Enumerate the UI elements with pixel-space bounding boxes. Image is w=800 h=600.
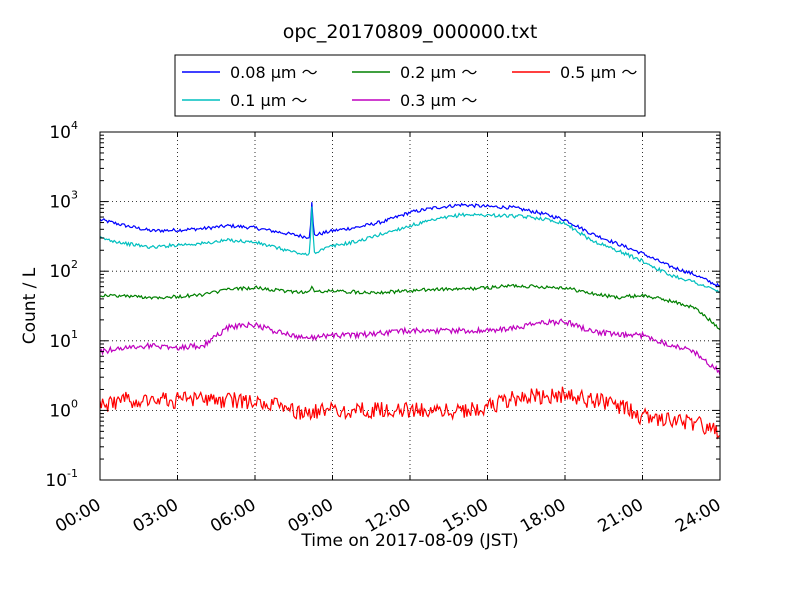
y-tick-label: 103 [49, 189, 78, 213]
ticks [99, 131, 721, 481]
grid [100, 132, 720, 480]
series-line [99, 318, 721, 376]
y-tick-base: 10 [49, 332, 71, 352]
y-tick-exponent: 2 [71, 258, 78, 271]
y-tick-base: 10 [49, 262, 71, 282]
y-tick-base: 10 [49, 193, 71, 213]
y-tick-label: 102 [49, 258, 78, 282]
x-tick-label: 18:00 [517, 495, 569, 537]
x-tick-label: 24:00 [672, 495, 724, 537]
x-tick-label: 03:00 [130, 495, 182, 537]
x-axis-label: Time on 2017-08-09 (JST) [300, 531, 518, 551]
x-tick-label: 21:00 [595, 495, 647, 537]
y-tick-label: 104 [49, 119, 78, 143]
chart-title: opc_20170809_000000.txt [283, 21, 538, 43]
y-tick-label: 101 [49, 328, 78, 352]
legend-label: 0.5 μm ～ [560, 63, 637, 82]
x-tick-label: 00:00 [52, 495, 104, 537]
legend-label: 0.3 μm ～ [400, 91, 477, 110]
y-tick-label: 100 [49, 397, 78, 421]
legend-label: 0.1 μm ～ [230, 91, 307, 110]
series-line [99, 386, 721, 440]
series-line [99, 202, 721, 288]
y-tick-base: 10 [45, 471, 67, 491]
series-line [99, 283, 721, 331]
y-tick-exponent: -1 [67, 467, 78, 480]
legend-label: 0.2 μm ～ [400, 63, 477, 82]
y-tick-exponent: 3 [71, 189, 78, 202]
y-tick-exponent: 0 [71, 397, 78, 410]
series-layer [99, 202, 721, 440]
legend-label: 0.08 μm ～ [230, 63, 318, 82]
y-tick-base: 10 [49, 123, 71, 143]
x-tick-label: 06:00 [207, 495, 259, 537]
series-line [99, 206, 721, 294]
y-axis-label: Count / L [20, 267, 40, 344]
y-tick-exponent: 1 [71, 328, 78, 341]
legend: 0.08 μm ～ 0.1 μm ～ 0.2 μm ～ 0.3 μm ～ 0.5 μm … [174, 54, 646, 117]
y-tick-exponent: 4 [71, 119, 78, 132]
y-tick-base: 10 [49, 401, 71, 421]
y-tick-label: 10-1 [45, 467, 78, 491]
